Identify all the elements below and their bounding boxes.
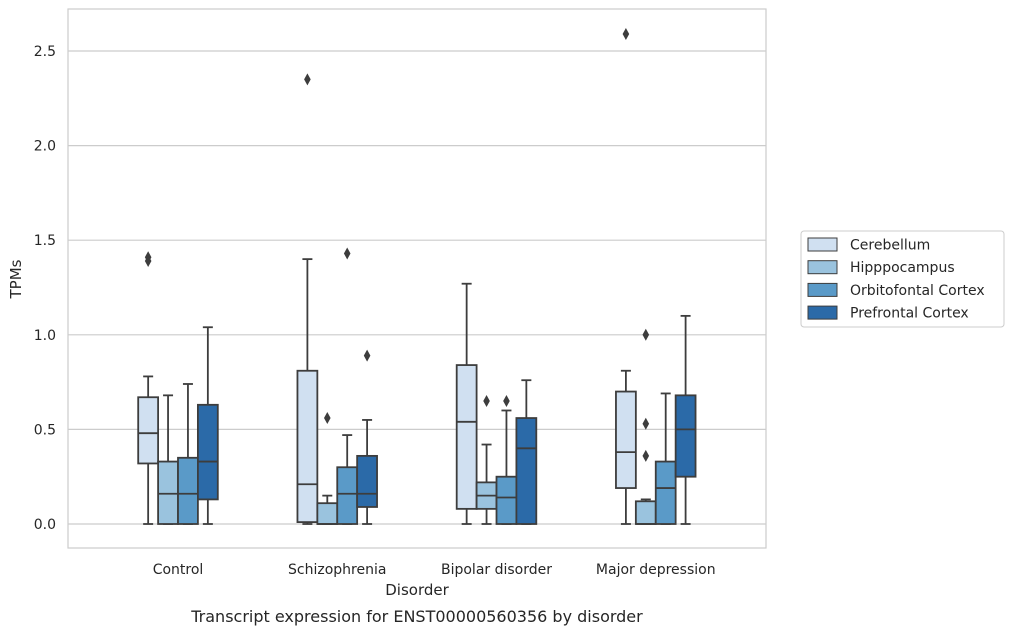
x-tick-label: Schizophrenia (288, 562, 386, 578)
box-prefrontal-cortex (356, 454, 378, 508)
outlier-point (622, 27, 630, 40)
y-tick-label: 0.0 (34, 517, 56, 533)
box-hipppocampus (157, 460, 179, 525)
legend-label: Orbitofontal Cortex (850, 283, 985, 299)
x-tick-label: Control (153, 562, 204, 578)
legend-swatch (807, 305, 838, 320)
outlier-point (642, 328, 650, 341)
outlier-point (642, 449, 650, 462)
box-group (137, 251, 219, 525)
box-hipppocampus (634, 500, 657, 525)
x-tick-label: Major depression (596, 562, 716, 578)
x-tick-labels: Control Schizophrenia Bipolar disorder Majo… (153, 562, 716, 578)
box-orbitofontal-cortex (336, 466, 359, 525)
box-cerebellum (455, 364, 478, 510)
outlier-point (503, 395, 510, 408)
y-tick-label: 2.0 (34, 139, 56, 155)
box-orbitofontal-cortex (177, 456, 199, 525)
outlier-point (363, 349, 371, 362)
y-tick-labels: 0.0 0.5 1.0 1.5 2.0 2.5 (34, 44, 56, 533)
outlier-point (304, 73, 311, 86)
box-prefrontal-cortex (674, 394, 697, 478)
legend-swatch (807, 282, 838, 297)
y-tick-label: 0.5 (34, 422, 56, 438)
legend-label: Cerebellum (850, 238, 930, 254)
y-tick-label: 2.5 (34, 44, 56, 60)
box-group (296, 73, 378, 525)
chart-caption: Transcript expression for ENST0000056035… (190, 607, 643, 626)
outlier-point (483, 395, 490, 408)
y-tick-label: 1.0 (34, 328, 56, 344)
box-groups (137, 27, 697, 525)
box-group (455, 282, 538, 525)
legend-swatch (807, 237, 838, 252)
box-cerebellum (296, 369, 319, 524)
box-prefrontal-cortex (196, 403, 219, 501)
outlier-point (144, 251, 152, 264)
legend-frame (800, 230, 1005, 328)
box-group (615, 27, 697, 525)
box-cerebellum (137, 396, 159, 465)
legend-label: Prefrontal Cortex (850, 306, 969, 322)
box-orbitofontal-cortex (654, 460, 677, 525)
box-orbitofontal-cortex (495, 475, 518, 525)
outlier-point (642, 417, 650, 430)
box-hipppocampus (316, 502, 339, 525)
y-tick-label: 1.5 (34, 233, 56, 249)
legend-swatch (807, 260, 838, 275)
legend-label: Hipppocampus (850, 260, 955, 276)
box-cerebellum (615, 390, 637, 489)
outlier-point (343, 247, 351, 260)
x-tick-label: Bipolar disorder (441, 562, 552, 578)
y-axis-title: TPMs (7, 259, 25, 299)
x-axis-title: Disorder (385, 581, 449, 599)
box-prefrontal-cortex (515, 417, 538, 525)
outlier-point (324, 412, 331, 425)
legend: Cerebellum Hipppocampus Orbitofontal Corte… (800, 230, 1005, 328)
